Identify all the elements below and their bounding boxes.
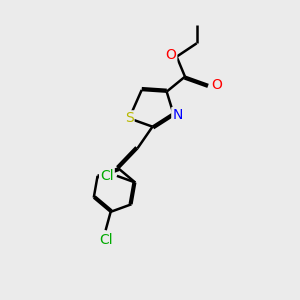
Text: O: O	[211, 78, 222, 92]
Text: O: O	[165, 48, 176, 62]
Text: Cl: Cl	[99, 233, 112, 247]
Text: N: N	[172, 108, 183, 122]
Text: S: S	[125, 111, 134, 125]
Text: Cl: Cl	[100, 169, 114, 183]
